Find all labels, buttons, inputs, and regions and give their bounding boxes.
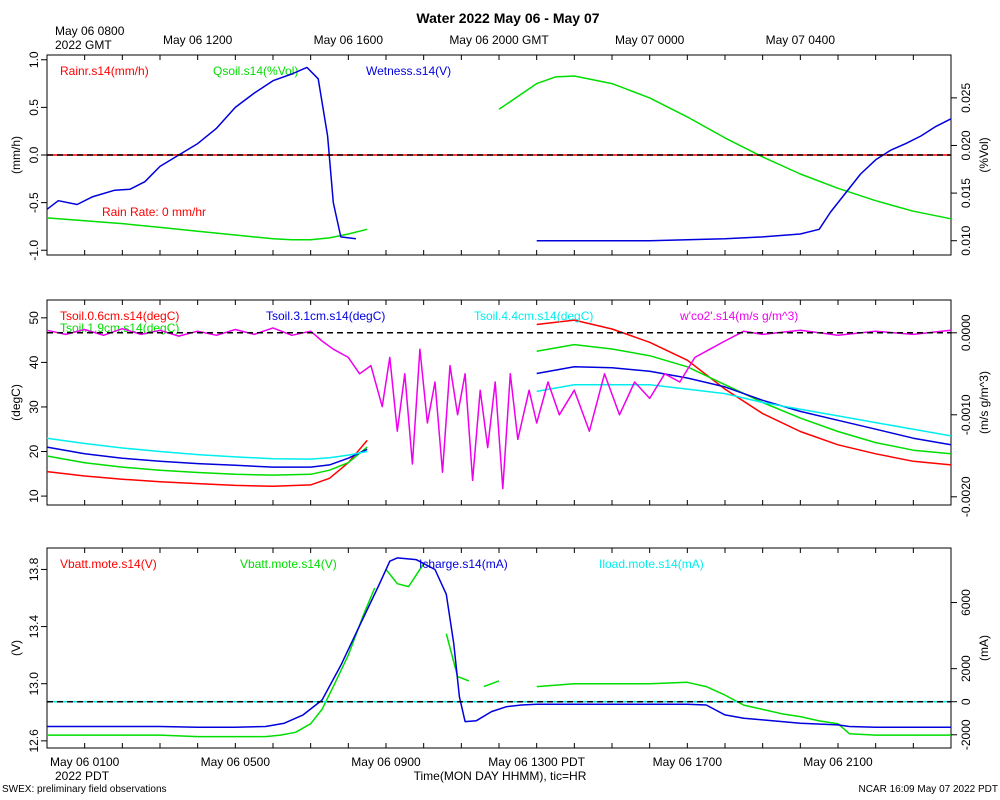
legend-label: Rainr.s14(mm/h) bbox=[60, 64, 149, 78]
series-line-green bbox=[536, 681, 951, 736]
series-line-green bbox=[46, 217, 368, 241]
rain-rate-annotation: Rain Rate: 0 mm/hr bbox=[102, 205, 206, 219]
top-axis-first-label-year: 2022 GMT bbox=[55, 38, 112, 52]
bottom-axis-label: May 06 1700 bbox=[653, 755, 723, 769]
legend-label: Wetness.s14(V) bbox=[366, 64, 451, 78]
left-axis-tick-label: -0.5 bbox=[27, 192, 41, 213]
panel-water: -1.0 -0.5 0.0 0.5 1.0 (mm/h) 0.010 0.015 0.020 0.… bbox=[9, 51, 991, 260]
left-axis-tick-label: -1.0 bbox=[27, 240, 41, 261]
bottom-axis-year-label: 2022 PDT bbox=[55, 769, 110, 783]
plot-frame bbox=[46, 547, 952, 749]
series-line-blue bbox=[46, 66, 356, 240]
right-axis-label: (m/s g/m^3) bbox=[977, 371, 991, 434]
left-axis-label: (V) bbox=[9, 640, 23, 656]
legend-label: Tsoil.4.4cm.s14(degC) bbox=[474, 309, 593, 323]
top-axis-label: May 06 1200 bbox=[163, 33, 233, 47]
legend-label: Iload.mote.s14(mA) bbox=[599, 557, 704, 571]
top-axis-label: May 06 2000 GMT bbox=[449, 33, 549, 47]
top-axis-label: May 07 0400 bbox=[766, 33, 836, 47]
footer-right: NCAR 16:09 May 07 2022 PDT bbox=[858, 784, 998, 795]
left-axis-tick-label: 10 bbox=[27, 489, 41, 503]
plot-frame bbox=[46, 299, 952, 506]
left-axis-tick-label: 1.0 bbox=[27, 51, 41, 68]
right-axis-tick-label: 0 bbox=[959, 698, 973, 705]
series-line-blue bbox=[46, 446, 368, 468]
right-axis-tick-label: -0.0010 bbox=[959, 394, 973, 435]
series-line-green bbox=[498, 75, 952, 220]
right-axis-tick-label: 2000 bbox=[959, 655, 973, 682]
series-line-green bbox=[483, 680, 500, 688]
left-axis-tick-label: 13.0 bbox=[27, 672, 41, 696]
left-axis-tick-label: 20 bbox=[27, 445, 41, 459]
left-axis-tick-label: 0.5 bbox=[27, 99, 41, 116]
series-line-cyan bbox=[46, 437, 368, 460]
legend-label: Vbatt.mote.s14(V) bbox=[60, 557, 157, 571]
left-axis-tick-label: 13.8 bbox=[27, 557, 41, 581]
series-line-blue bbox=[536, 118, 952, 242]
left-axis-tick-label: 30 bbox=[27, 400, 41, 414]
right-axis-label: (mA) bbox=[977, 635, 991, 661]
right-axis-label: (%Vol) bbox=[977, 137, 991, 172]
series-line-red bbox=[536, 319, 952, 466]
series-line-green bbox=[47, 587, 376, 738]
footer-left: SWEX: preliminary field observations bbox=[2, 784, 167, 795]
left-axis-tick-label: 50 bbox=[27, 311, 41, 325]
x-axis-label: Time(MON DAY HHMM), tic=HR bbox=[414, 769, 587, 783]
series-line-blue bbox=[536, 366, 952, 446]
left-axis-tick-label: 40 bbox=[27, 355, 41, 369]
series-line-red bbox=[46, 439, 368, 488]
right-axis-tick-label: 0.010 bbox=[959, 225, 973, 255]
left-axis-tick-label: 13.4 bbox=[27, 615, 41, 639]
right-axis-tick-label: 0.015 bbox=[959, 178, 973, 208]
left-axis-tick-label: 12.6 bbox=[27, 729, 41, 753]
legend-label: w'co2'.s14(m/s g/m^3) bbox=[679, 309, 798, 323]
legend-label: Qsoil.s14(%Vol) bbox=[213, 64, 298, 78]
bottom-axis-label: May 06 0100 bbox=[50, 755, 120, 769]
left-axis-label: (degC) bbox=[9, 384, 23, 421]
right-axis-tick-label: 6000 bbox=[959, 589, 973, 616]
bottom-axis-label: May 06 0900 bbox=[351, 755, 421, 769]
right-axis-tick-label: 0.025 bbox=[959, 83, 973, 113]
bottom-axis-label: May 06 1300 PDT bbox=[488, 755, 585, 769]
series-line-green bbox=[46, 446, 368, 476]
legend-label: Vbatt.mote.s14(V) bbox=[240, 557, 337, 571]
right-axis-tick-label: -2000 bbox=[959, 719, 973, 750]
series-line-green bbox=[385, 563, 425, 588]
left-axis-tick-label: 0.0 bbox=[27, 146, 41, 163]
chart-title: Water 2022 May 06 - May 07 bbox=[416, 10, 599, 26]
bottom-axis-label: May 06 2100 bbox=[803, 755, 873, 769]
series-line-cyan bbox=[536, 383, 952, 437]
panel-power: 12.6 13.0 13.4 13.8 (V) -2000 0 2000 6000 (mA) Vba… bbox=[9, 547, 991, 753]
series-line-green bbox=[536, 343, 952, 455]
legend-label: Icharge.s14(mA) bbox=[419, 557, 508, 571]
series-line-blue bbox=[47, 557, 951, 729]
right-axis-tick-label: -0.0020 bbox=[959, 476, 973, 517]
bottom-axis-label: May 06 0500 bbox=[201, 755, 271, 769]
legend-label: Tsoil.0.6cm.s14(degC) bbox=[60, 309, 179, 323]
top-axis-label: May 07 0000 bbox=[615, 33, 685, 47]
top-axis-first-label: May 06 0800 bbox=[55, 24, 125, 38]
right-axis-tick-label: 0.020 bbox=[959, 130, 973, 160]
top-axis-label: May 06 1600 bbox=[314, 33, 384, 47]
right-axis-tick-label: 0.0000 bbox=[959, 314, 973, 351]
legend-label: Tsoil.3.1cm.s14(degC) bbox=[266, 309, 385, 323]
series-line-magenta bbox=[46, 327, 952, 490]
left-axis-label: (mm/h) bbox=[9, 136, 23, 174]
panel-soil-temperature: 10 20 30 40 50 (degC) -0.0020 -0.0010 0.0000 (m/s… bbox=[9, 299, 991, 517]
